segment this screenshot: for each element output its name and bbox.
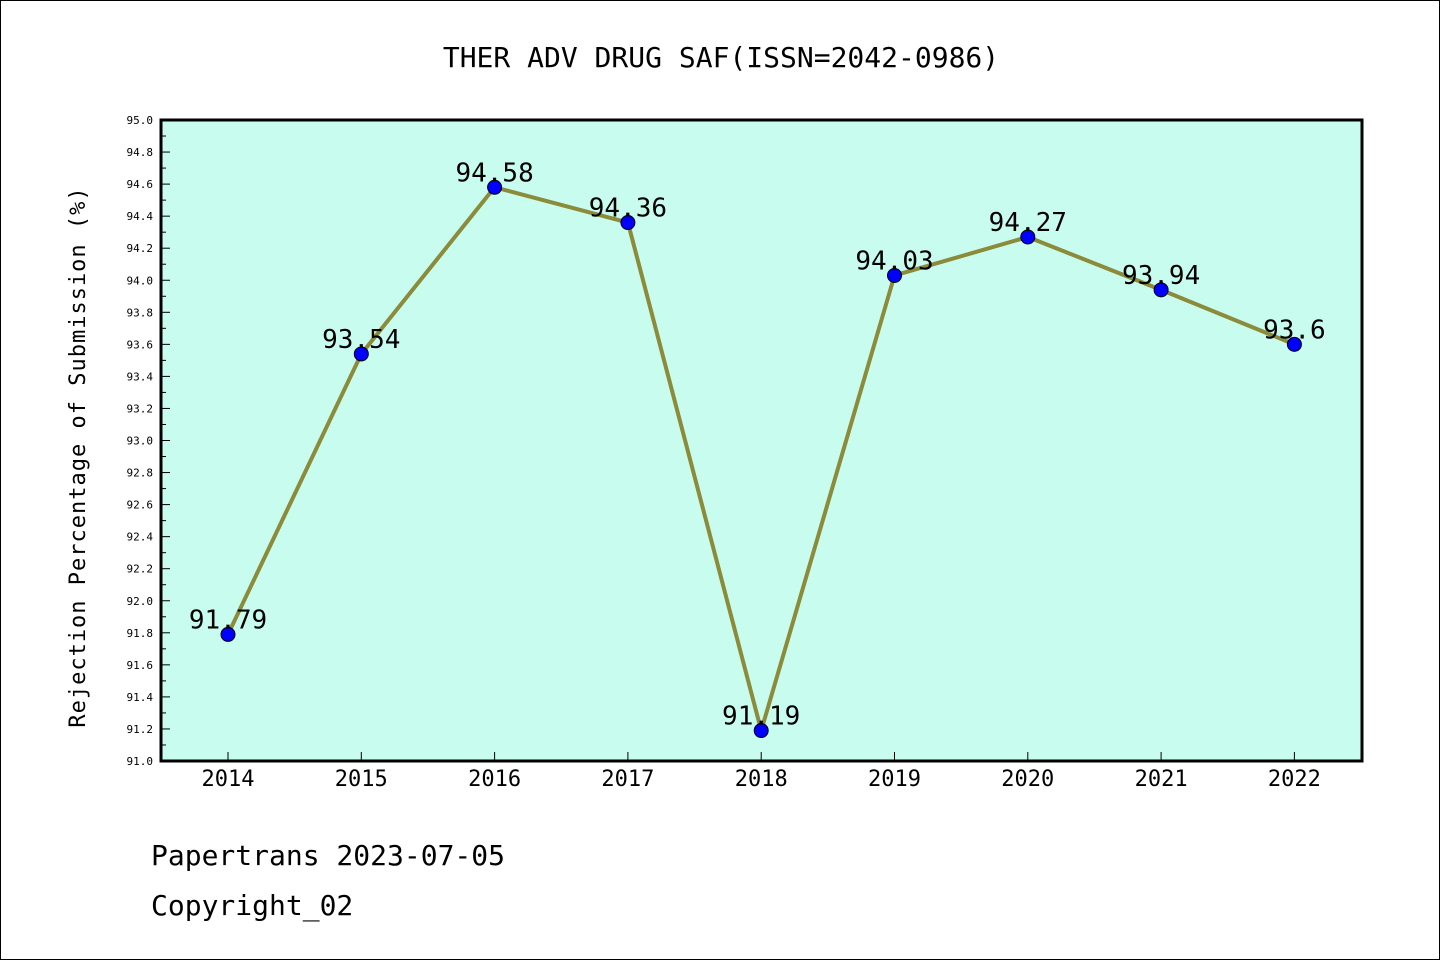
y-tick-label: 92.8 [127,467,154,480]
y-tick-label: 91.0 [127,755,154,768]
y-tick-label: 93.4 [127,370,154,383]
x-tick-label: 2021 [1135,767,1188,792]
data-label: 93.94 [1122,261,1200,291]
data-label-group: 91.79 93.54 94.58 94.36 91.19 94.03 94.27 93.94… [189,158,1326,731]
data-point [353,346,369,362]
x-tick-label: 2016 [468,767,521,792]
plot-area [159,118,1364,763]
x-axis-ticks: 2014 2015 2016 2017 2018 2019 2020 2021 2022 [202,752,1321,792]
y-tick-label: 94.6 [127,178,154,191]
data-point [220,626,236,642]
data-label: 94.27 [989,208,1067,238]
y-tick-label: 94.0 [127,274,154,287]
footer-date: Papertrans 2023-07-05 [151,839,505,872]
y-tick-label: 93.6 [127,338,154,351]
data-point [1020,229,1036,245]
data-point [1153,282,1169,298]
x-tick-label: 2020 [1001,767,1054,792]
data-label: 94.03 [855,246,933,276]
x-tick-label: 2018 [735,767,788,792]
data-label: 91.79 [189,605,267,635]
y-tick-label: 92.4 [127,531,154,544]
y-tick-label: 94.4 [127,210,154,223]
data-label: 93.54 [322,325,400,355]
data-point [753,723,769,739]
y-tick-label: 93.0 [127,435,154,448]
marker-group [220,179,1302,739]
data-label: 91.19 [722,702,800,732]
y-tick-label: 92.0 [127,595,154,608]
y-tick-label: 93.2 [127,402,154,415]
data-point [620,215,636,231]
data-point [1286,336,1302,352]
y-tick-label: 91.8 [127,627,154,640]
y-tick-label: 94.2 [127,242,154,255]
x-tick-label: 2015 [335,767,388,792]
footer-copyright: Copyright_02 [151,889,353,923]
x-tick-label: 2017 [601,767,654,792]
data-label: 94.36 [589,194,667,224]
y-tick-label: 92.6 [127,499,154,512]
y-axis-ticks: 91.0 91.2 91.4 91.6 91.8 92.0 92.2 92.4 92.6 92.8… [127,114,170,768]
chart-title: THER ADV DRUG SAF(ISSN=2042-0986) [443,41,999,74]
y-tick-label: 91.2 [127,723,154,736]
y-tick-label: 94.8 [127,146,154,159]
y-tick-label: 92.2 [127,563,154,576]
y-tick-label: 93.8 [127,306,154,319]
y-tick-label: 95.0 [127,114,154,127]
data-point [487,179,503,195]
data-point [887,267,902,283]
x-tick-label: 2019 [868,767,921,792]
x-tick-label: 2022 [1268,767,1321,792]
y-tick-label: 91.4 [127,691,154,704]
data-label: 93.6 [1263,315,1326,345]
y-axis-label: Rejection Percentage of Submission (%) [66,186,91,727]
data-label: 94.58 [455,158,533,188]
x-tick-label: 2014 [202,767,255,792]
y-tick-label: 91.6 [127,659,154,672]
